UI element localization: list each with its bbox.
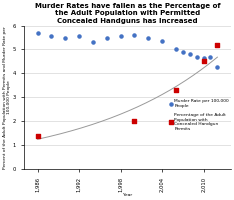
Y-axis label: Percent of the Adult Population with Permits and Murder Rate per
100,000 People: Percent of the Adult Population with Per…: [3, 26, 11, 169]
Murder Rate per 100,000
People: [146, 36, 150, 39]
Murder Rate per 100,000
People: [119, 35, 122, 38]
Murder Rate per 100,000
People: [202, 56, 205, 59]
Murder Rate per 100,000
People: [174, 48, 178, 51]
Murder Rate per 100,000
People: [216, 66, 219, 69]
Murder Rate per 100,000
People: [105, 36, 109, 39]
Murder Rate per 100,000
People: [181, 50, 185, 53]
Murder Rate per 100,000
People: [91, 41, 95, 44]
Murder Rate per 100,000
People: [77, 35, 81, 38]
Murder Rate per 100,000
People: [50, 35, 53, 38]
Percentage of the Adult
Population with
Concealed Handgun
Permits: [216, 43, 219, 46]
Murder Rate per 100,000
People: [132, 34, 136, 37]
Percentage of the Adult
Population with
Concealed Handgun
Permits: [36, 134, 40, 137]
Murder Rate per 100,000
People: [63, 36, 67, 39]
Murder Rate per 100,000
People: [188, 53, 192, 56]
X-axis label: Year: Year: [123, 193, 132, 197]
Percentage of the Adult
Population with
Concealed Handgun
Permits: [174, 89, 178, 92]
Percentage of the Adult
Population with
Concealed Handgun
Permits: [202, 60, 205, 63]
Murder Rate per 100,000
People: [208, 55, 212, 58]
Murder Rate per 100,000
People: [36, 31, 40, 34]
Murder Rate per 100,000
People: [160, 40, 164, 43]
Legend: Murder Rate per 100,000
People, Percentage of the Adult
Population with
Conceale: Murder Rate per 100,000 People, Percenta…: [169, 99, 229, 131]
Percentage of the Adult
Population with
Concealed Handgun
Permits: [132, 120, 136, 123]
Murder Rate per 100,000
People: [195, 55, 198, 58]
Title: Murder Rates have fallen as the Percentage of
the Adult Population with Permitte: Murder Rates have fallen as the Percenta…: [35, 3, 220, 24]
